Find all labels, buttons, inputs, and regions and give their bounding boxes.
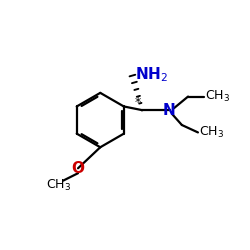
Text: CH$_3$: CH$_3$ <box>205 89 231 104</box>
Text: O: O <box>72 161 85 176</box>
Text: CH$_3$: CH$_3$ <box>46 178 71 193</box>
Text: CH$_3$: CH$_3$ <box>199 125 224 140</box>
Text: NH$_2$: NH$_2$ <box>136 65 168 84</box>
Text: N: N <box>163 103 176 118</box>
Text: *: * <box>135 96 141 109</box>
